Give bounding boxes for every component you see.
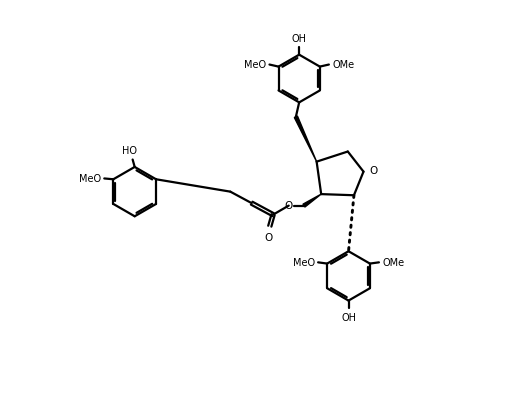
Polygon shape: [294, 117, 316, 162]
Text: OMe: OMe: [382, 257, 404, 267]
Text: MeO: MeO: [79, 173, 101, 184]
Text: O: O: [265, 233, 273, 242]
Text: O: O: [284, 201, 292, 211]
Text: O: O: [369, 166, 377, 176]
Text: HO: HO: [122, 146, 137, 156]
Polygon shape: [303, 195, 321, 208]
Text: MeO: MeO: [293, 257, 315, 267]
Text: OH: OH: [292, 34, 307, 44]
Text: MeO: MeO: [244, 59, 266, 69]
Text: OMe: OMe: [332, 59, 354, 69]
Text: OH: OH: [341, 312, 356, 322]
